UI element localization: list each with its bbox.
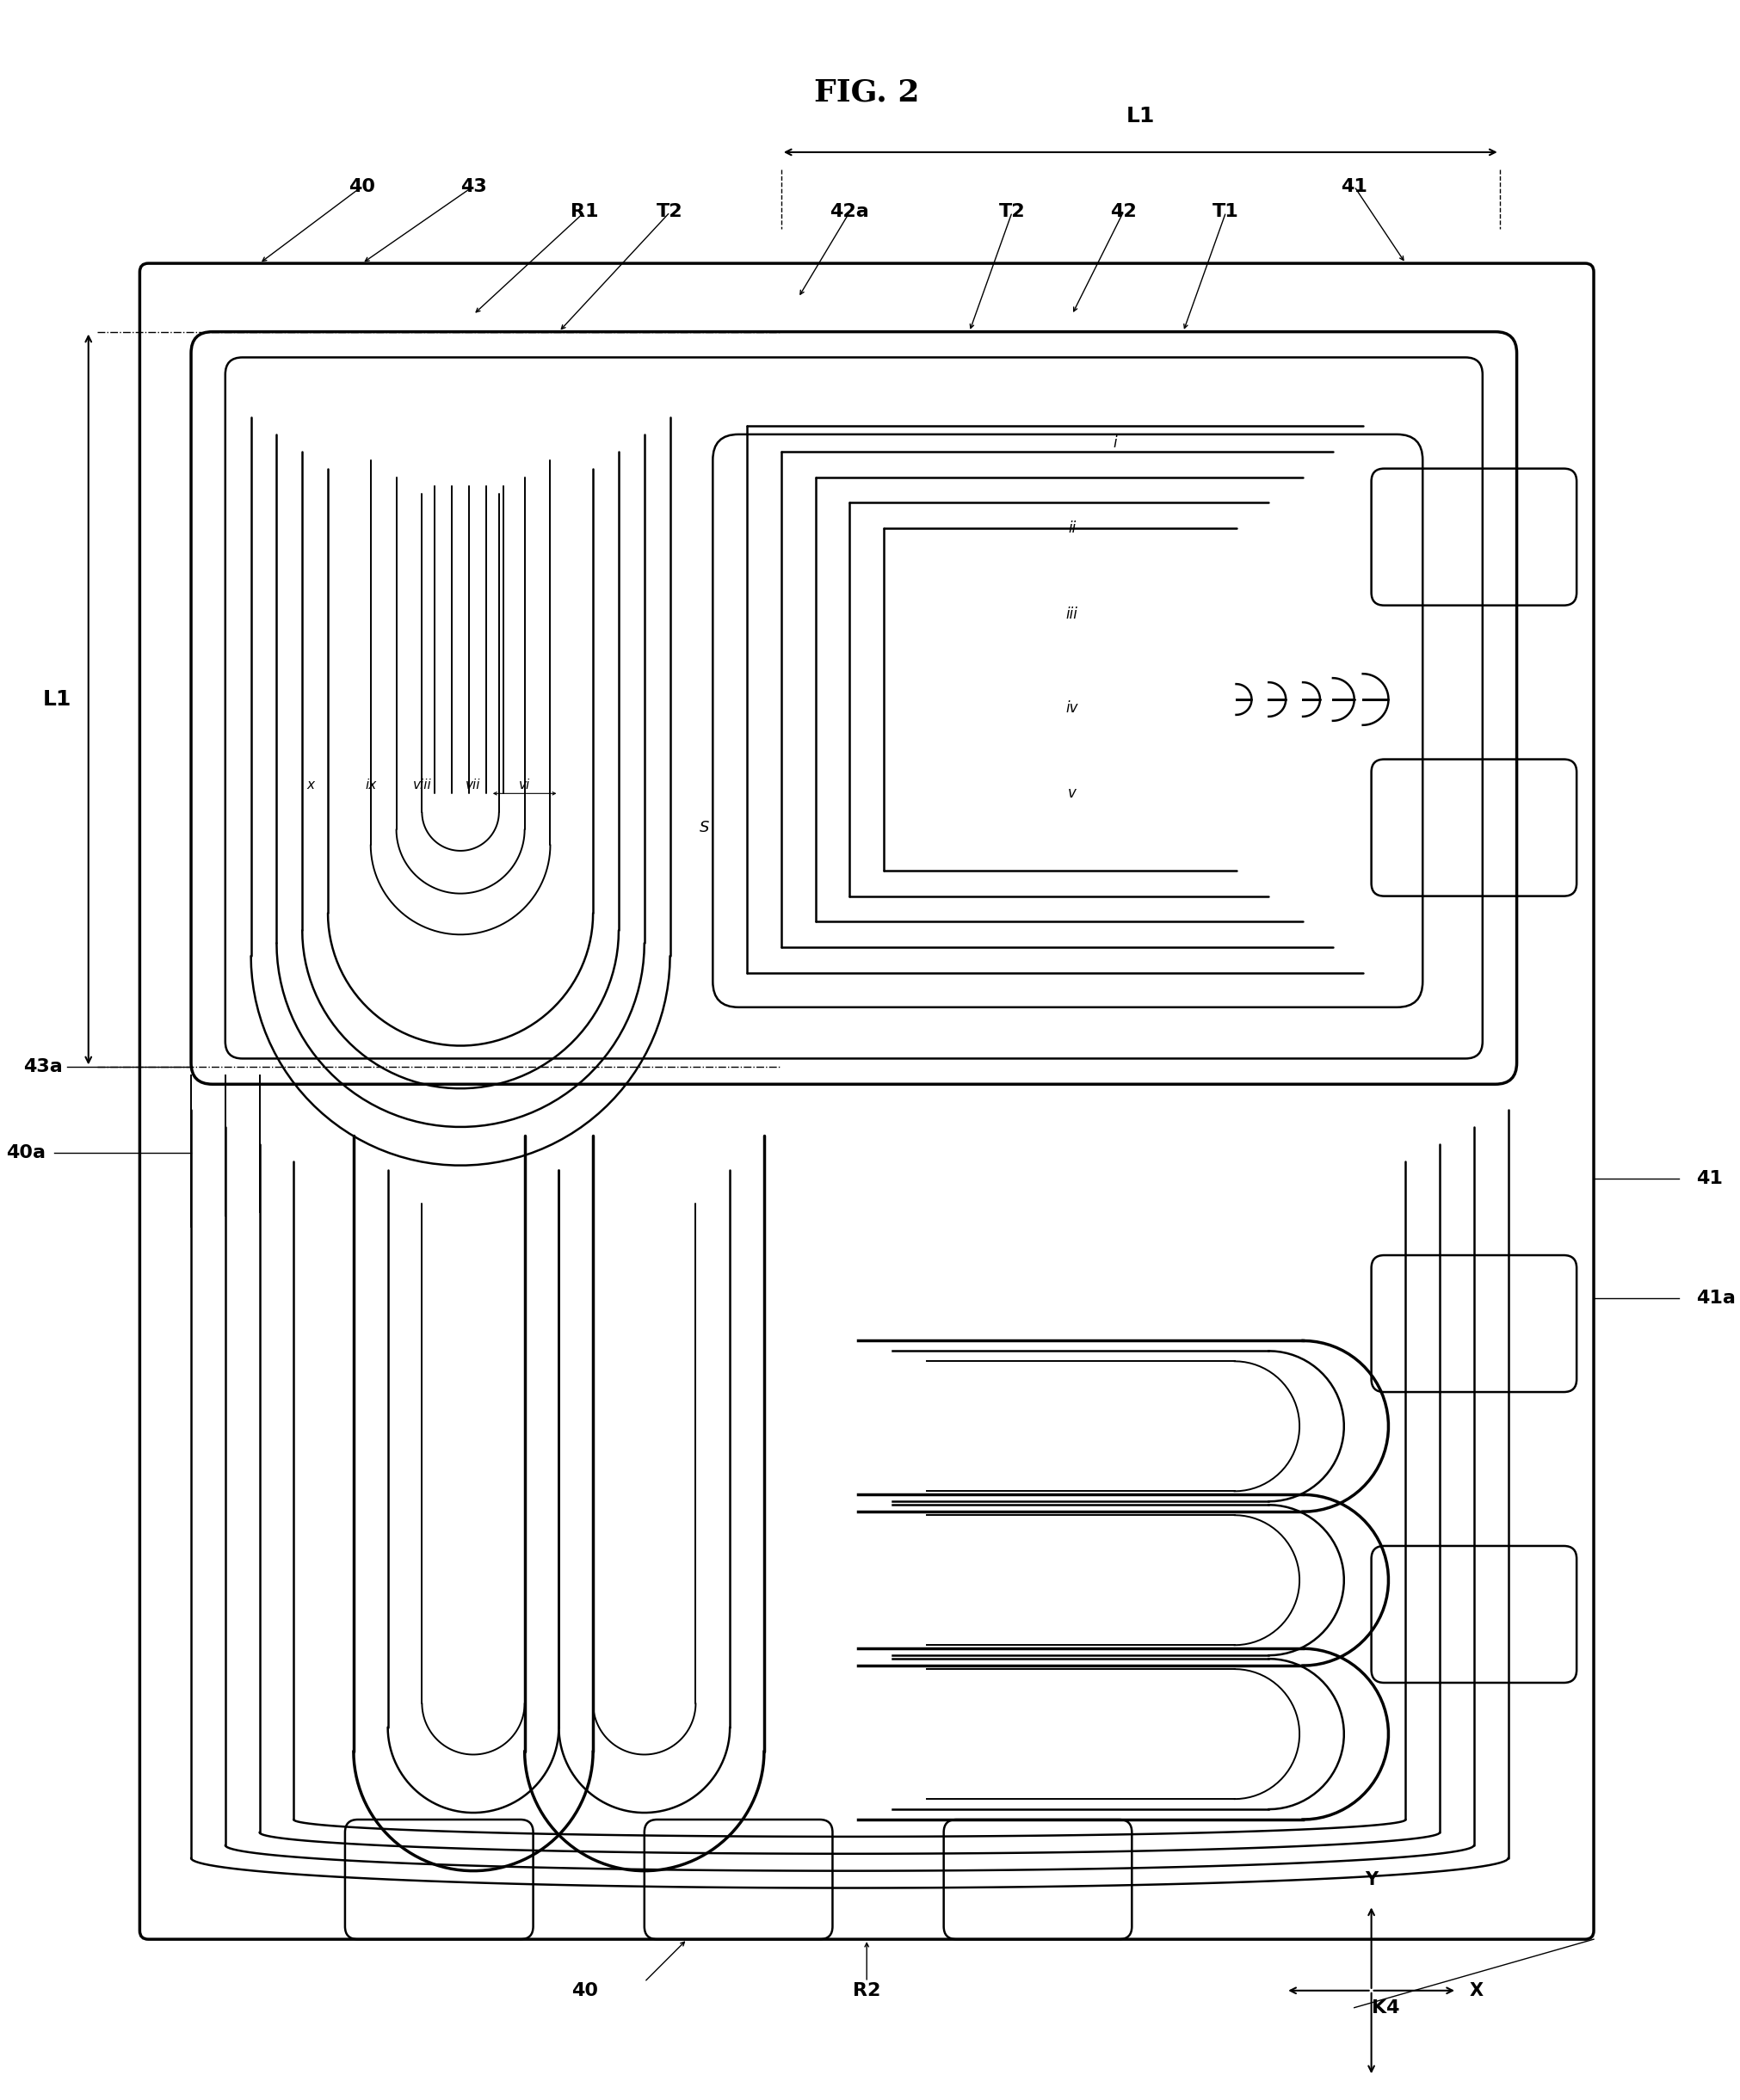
Text: Y: Y — [1364, 1871, 1378, 1888]
Text: S: S — [699, 819, 710, 836]
Text: R2: R2 — [853, 1982, 880, 1999]
Text: 41a: 41a — [1696, 1289, 1737, 1306]
Text: 40: 40 — [348, 178, 376, 195]
Text: L1: L1 — [1126, 105, 1155, 126]
Text: vii: vii — [466, 779, 480, 792]
Text: L1: L1 — [42, 689, 71, 710]
Text: iv: iv — [1067, 699, 1079, 716]
Text: X: X — [1470, 1982, 1484, 1999]
Text: 42: 42 — [1110, 204, 1136, 220]
Text: R1: R1 — [571, 204, 599, 220]
Text: vi: vi — [519, 779, 531, 792]
Text: viii: viii — [412, 779, 432, 792]
Text: T2: T2 — [999, 204, 1025, 220]
Text: 41: 41 — [1696, 1170, 1723, 1186]
Text: 42a: 42a — [830, 204, 870, 220]
Text: x: x — [306, 779, 315, 792]
Text: T1: T1 — [1213, 204, 1239, 220]
Text: 43a: 43a — [23, 1058, 63, 1075]
Text: FIG. 2: FIG. 2 — [814, 78, 919, 107]
Text: 40: 40 — [571, 1982, 599, 1999]
Text: ix: ix — [365, 779, 376, 792]
Text: 40a: 40a — [5, 1144, 45, 1161]
Text: K4: K4 — [1371, 1999, 1399, 2016]
Text: i: i — [1114, 435, 1117, 451]
Text: T2: T2 — [656, 204, 684, 220]
Text: 41: 41 — [1342, 178, 1368, 195]
Text: 43: 43 — [459, 178, 487, 195]
Text: ii: ii — [1068, 521, 1075, 536]
Text: v: v — [1068, 785, 1077, 802]
Text: iii: iii — [1067, 607, 1079, 622]
